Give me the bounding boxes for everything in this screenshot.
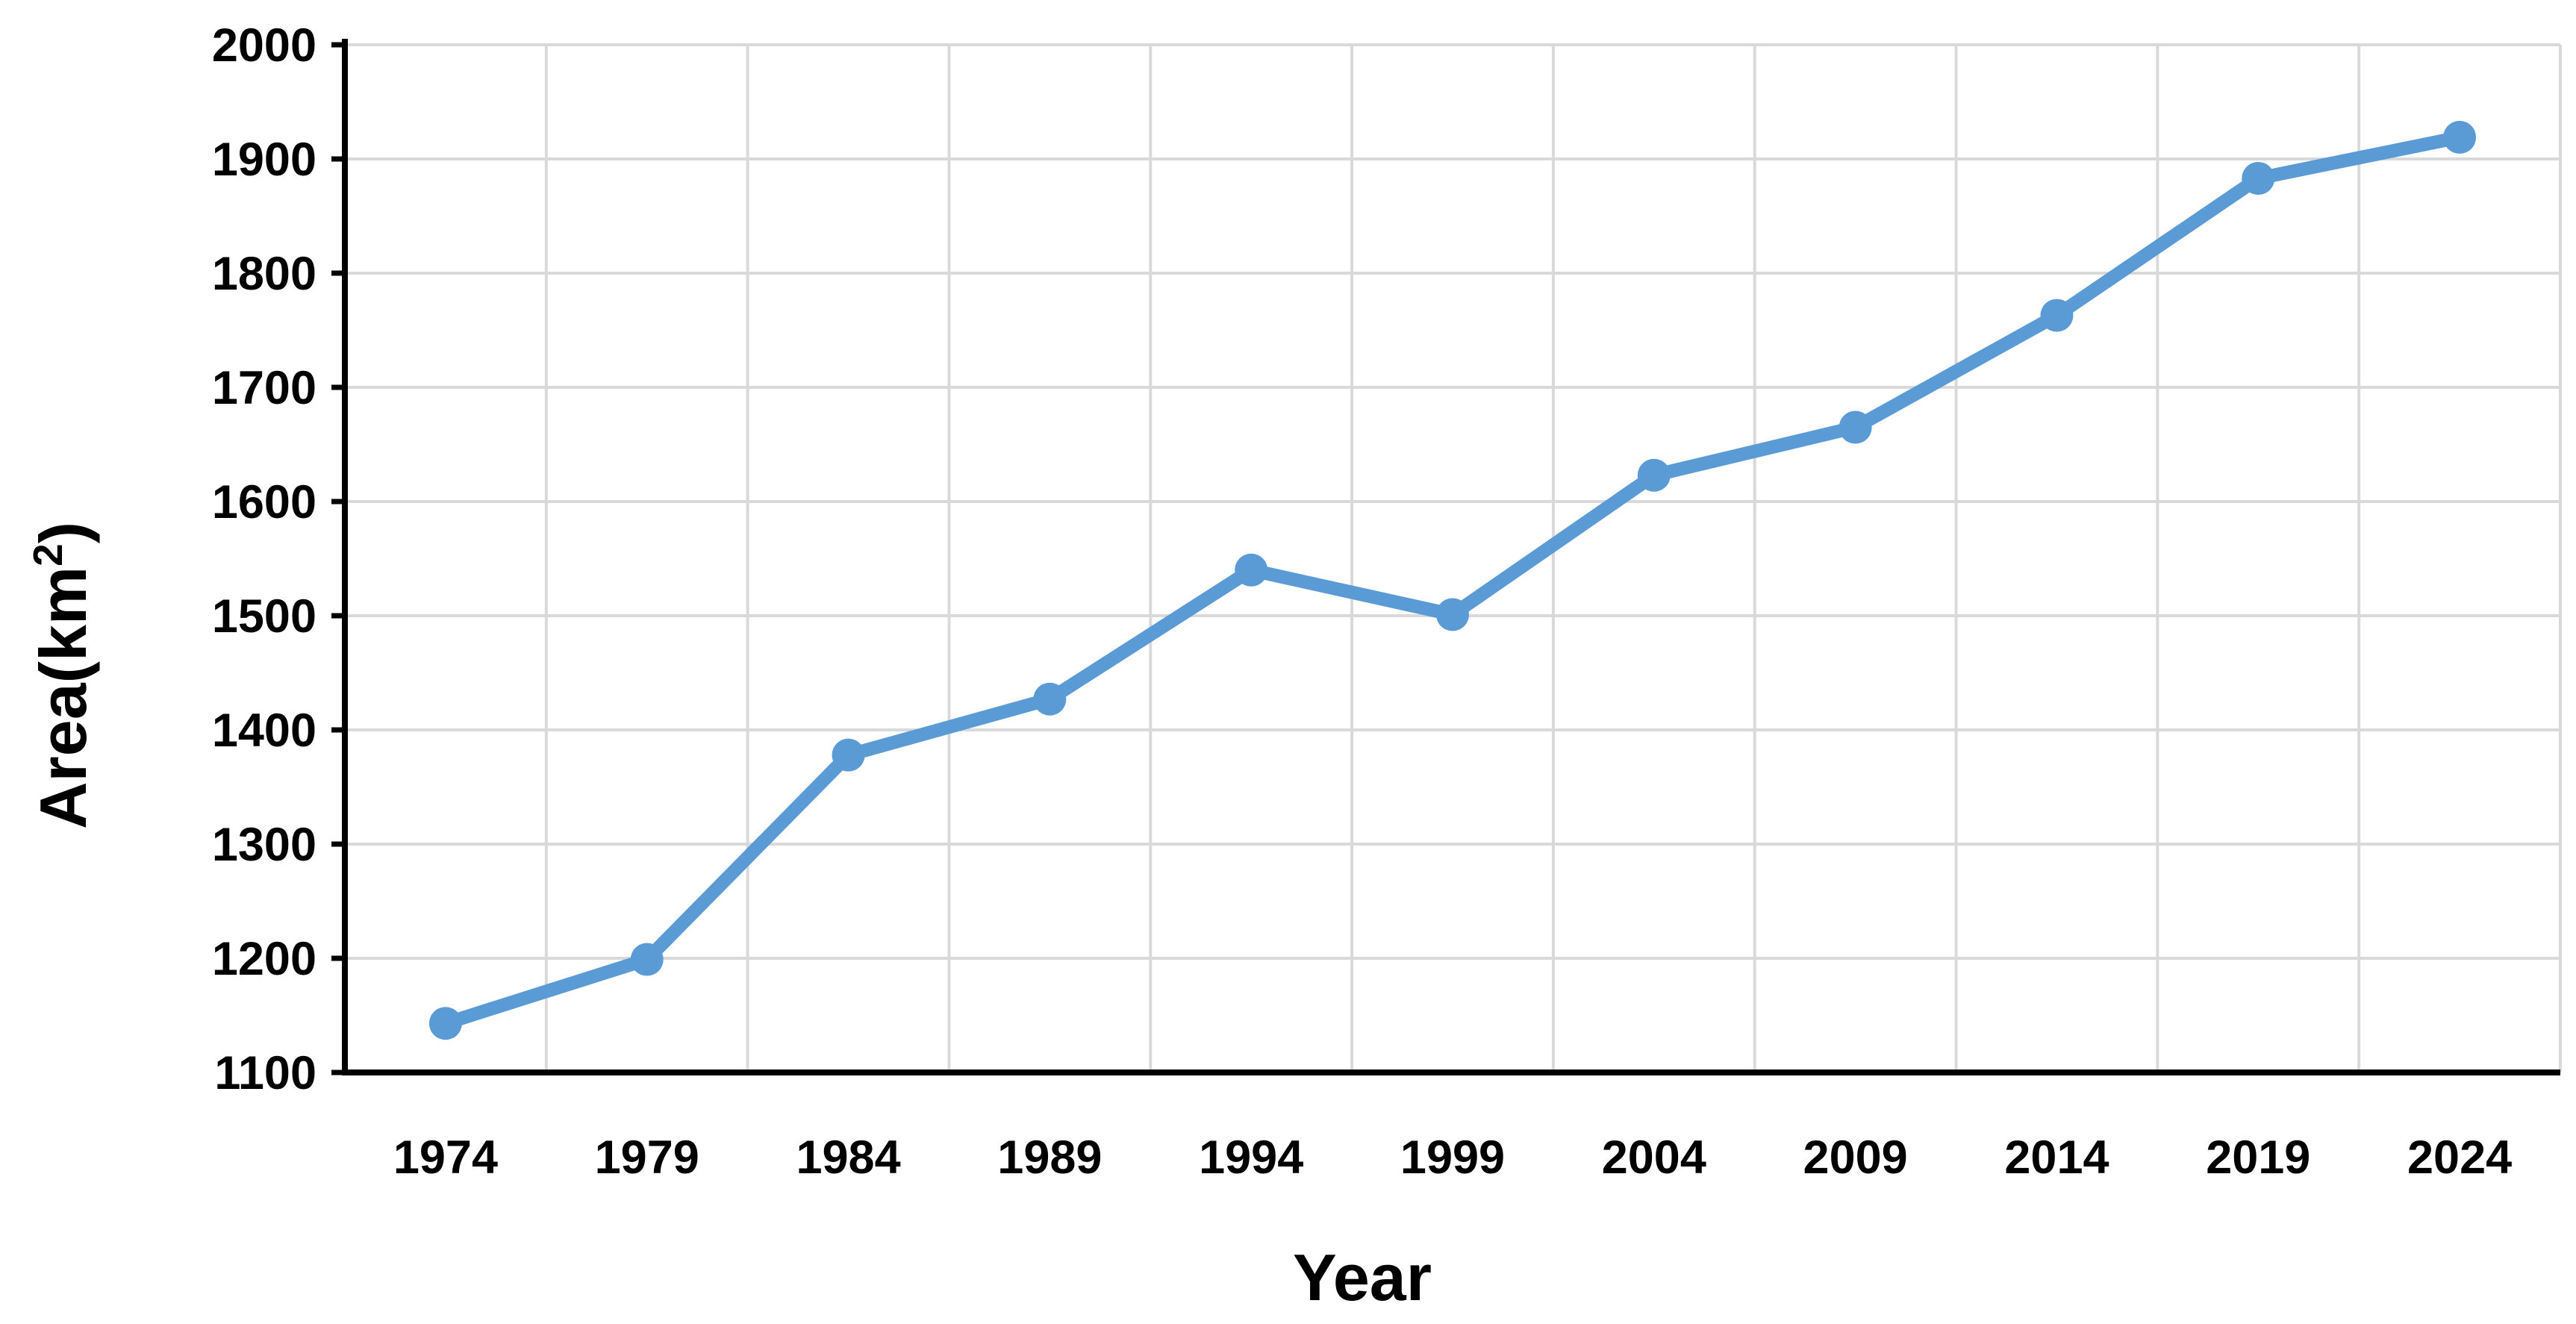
y-axis-title-close: ) [26,522,100,543]
y-tick-label: 1500 [212,590,316,643]
x-tick-label: 1994 [1199,1131,1303,1184]
data-point [1637,458,1671,492]
data-point [1436,598,1469,631]
y-tick-label: 1600 [212,476,316,528]
y-tick-label: 1800 [212,248,316,300]
x-tick-label: 2014 [2004,1131,2109,1184]
data-point [1839,410,1872,444]
y-tick-label: 1100 [214,1047,316,1099]
data-point [2443,120,2477,154]
y-tick-label: 1300 [212,819,316,871]
data-series [428,120,2477,1040]
axes [342,39,2560,1075]
x-axis-title: Year [1293,1240,1432,1314]
x-axis-tick-labels: 1974 1979 1984 1989 1994 1999 2004 2009 2014 2019… [393,1131,2512,1184]
y-axis-title-main: Area(km [26,566,100,829]
x-tick-label: 2024 [2407,1131,2512,1184]
data-point [2040,299,2074,332]
x-tick-label: 1984 [796,1131,900,1184]
x-tick-label: 2019 [2206,1131,2310,1184]
data-point [832,738,865,772]
data-point [1033,682,1067,716]
y-axis-title-superscript: 2 [25,543,71,566]
x-tick-label: 1979 [595,1131,699,1184]
y-tick-label: 2000 [212,19,316,72]
y-tick-label: 1400 [212,705,316,757]
data-point [1235,553,1268,587]
x-tick-label: 1974 [393,1131,498,1184]
data-point [630,943,664,976]
x-tick-label: 1989 [997,1131,1102,1184]
x-tick-label: 2009 [1803,1131,1908,1184]
y-tick-label: 1700 [212,362,316,414]
data-point [428,1007,462,1040]
y-tick-label: 1900 [212,134,316,186]
y-tick-label: 1200 [212,933,316,985]
data-point [2242,162,2275,196]
x-tick-label: 1999 [1400,1131,1505,1184]
y-axis-title: Area(km2) [25,522,100,829]
y-axis-tick-labels: 2000 1900 1800 1700 1600 1500 1400 1300 1200 1100 [212,19,345,1099]
x-tick-label: 2004 [1602,1131,1706,1184]
